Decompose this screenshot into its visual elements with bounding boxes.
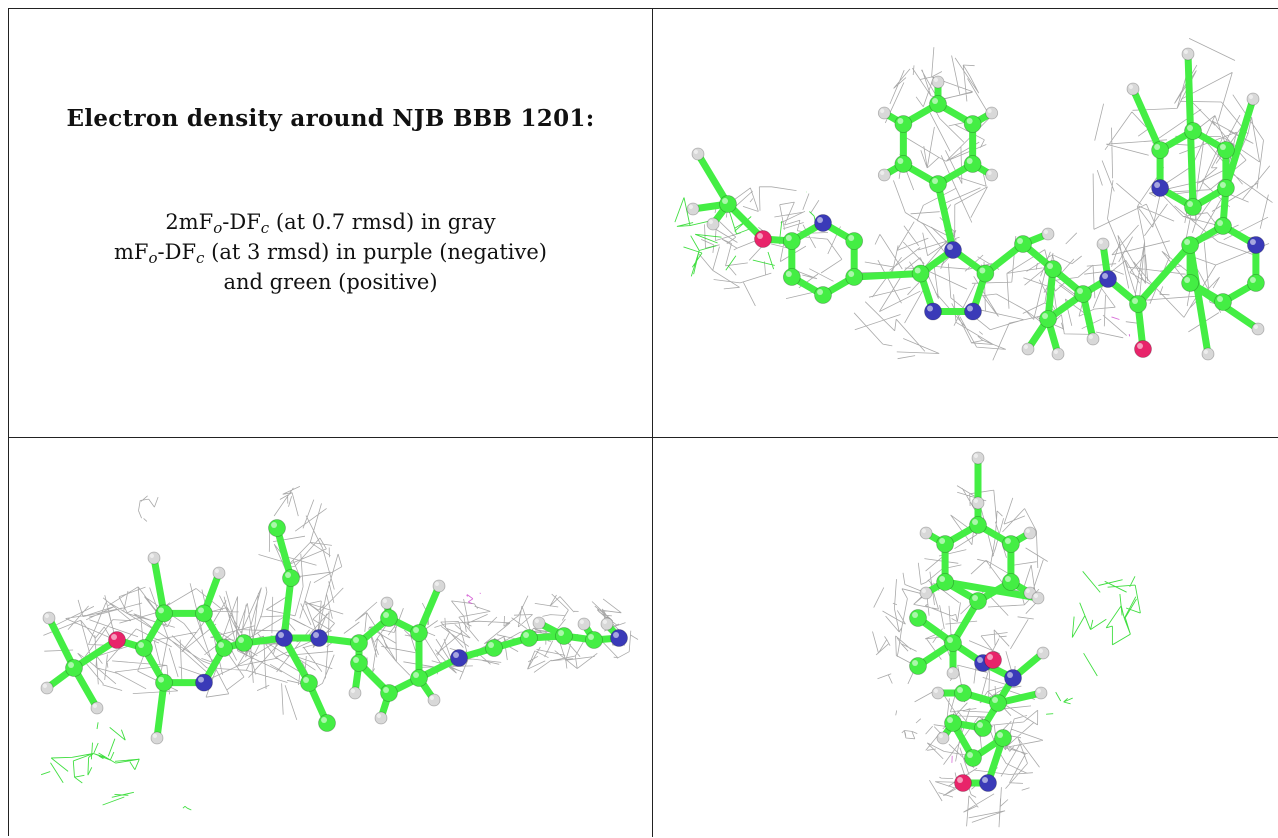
green-density-bottom: [40, 722, 140, 806]
purple-density-amide: [1111, 316, 1131, 337]
ligand-view-front: [653, 9, 1278, 437]
ligand-view-end: [653, 438, 1278, 837]
green-density-small: [1045, 691, 1073, 715]
density-legend: 2mFo-DFc (at 0.7 rmsd) in gray mFo-DFc (…: [9, 207, 652, 297]
legend-line-positive: and green (positive): [223, 270, 438, 294]
ligand-end-model: [909, 451, 1050, 792]
purple-density: [466, 592, 481, 605]
gray-density-left: [698, 186, 843, 307]
gray-density-fragment: [895, 710, 922, 740]
legend-line-difference: mFo-DFc (at 3 rmsd) in purple (negative): [114, 240, 547, 267]
green-density-right: [1071, 571, 1141, 677]
ligand-end-render: [872, 451, 1141, 828]
green-density-left: [674, 197, 783, 277]
figure-table: Electron density around NJB BBB 1201: 2m…: [8, 8, 1278, 837]
gray-density-fragment: [138, 495, 159, 522]
legend-line-gray: 2mFo-DFc (at 0.7 rmsd) in gray: [165, 210, 496, 237]
row-divider: [9, 437, 1278, 438]
figure-title: Electron density around NJB BBB 1201:: [66, 105, 595, 132]
caption-cell: Electron density around NJB BBB 1201: 2m…: [9, 9, 652, 437]
ligand-view-side: [9, 438, 652, 837]
ligand-side-model: [40, 519, 628, 745]
ligand-front-render: [674, 38, 1273, 361]
green-density-small: [182, 805, 192, 811]
ligand-side-render: [40, 486, 639, 811]
green-density-small: [806, 191, 816, 222]
ligand-front-model: [686, 47, 1265, 361]
column-divider: [652, 9, 653, 837]
